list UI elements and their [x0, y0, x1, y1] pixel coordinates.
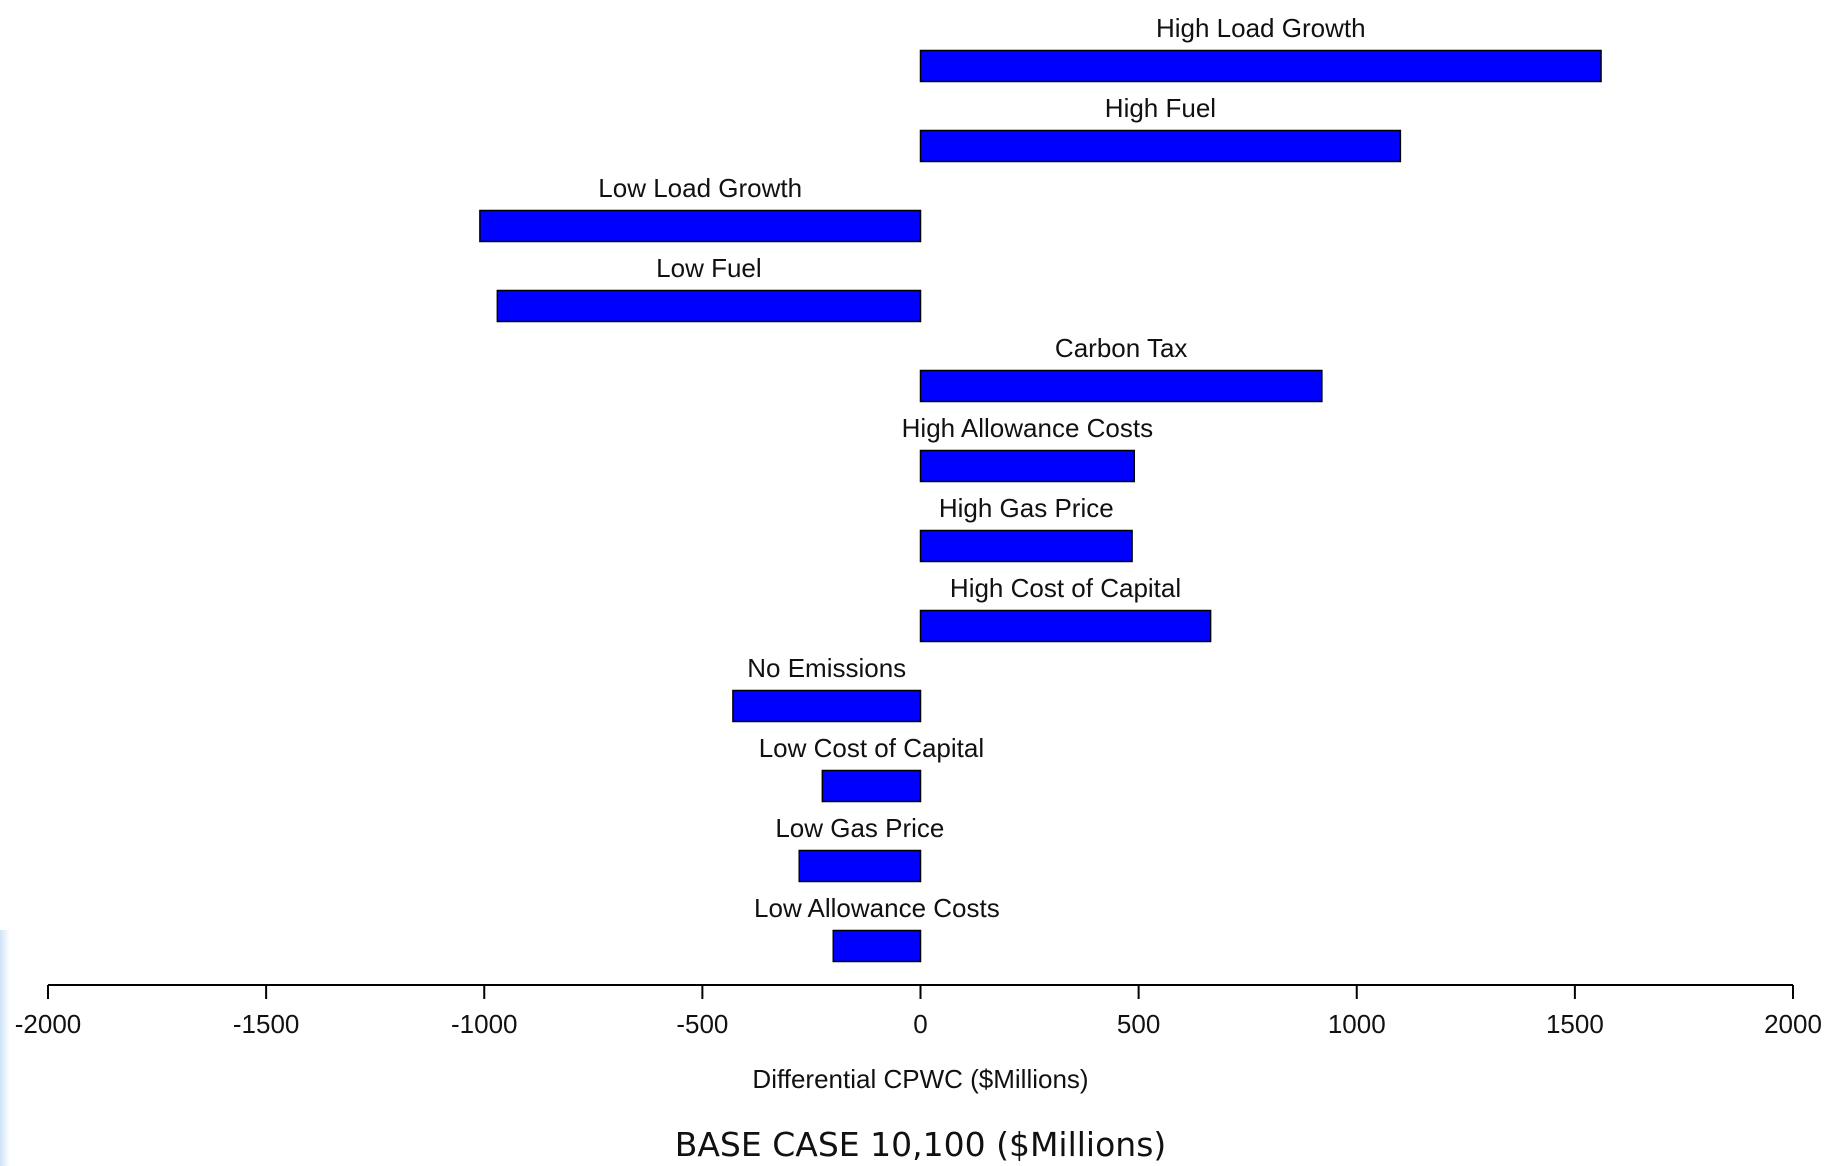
chart-caption: BASE CASE 10,100 ($Millions) — [674, 1125, 1167, 1164]
x-tick-label: 1500 — [1546, 1009, 1604, 1039]
x-tick-label: 0 — [913, 1009, 927, 1039]
bar-label-low-allowance-costs: Low Allowance Costs — [754, 893, 1000, 923]
bar-high-fuel — [919, 129, 1402, 163]
x-tick-label: 1000 — [1328, 1009, 1386, 1039]
bar-label-low-gas-price: Low Gas Price — [775, 813, 944, 843]
x-tick-label: -1500 — [233, 1009, 300, 1039]
bar-high-gas-price — [919, 529, 1133, 563]
bar-label-high-allowance-costs: High Allowance Costs — [902, 413, 1153, 443]
x-tick-label: 500 — [1117, 1009, 1160, 1039]
bar-low-cost-of-capital — [821, 769, 922, 803]
bar-label-high-fuel: High Fuel — [1105, 93, 1216, 123]
bar-low-gas-price — [798, 849, 922, 883]
x-tick-label: -1000 — [451, 1009, 518, 1039]
x-tick-label: 2000 — [1764, 1009, 1822, 1039]
bar-label-no-emissions: No Emissions — [747, 653, 906, 683]
bar-label-high-gas-price: High Gas Price — [939, 493, 1114, 523]
bar-high-allowance-costs — [919, 449, 1136, 483]
x-tick-label: -500 — [676, 1009, 728, 1039]
bar-low-allowance-costs — [832, 929, 922, 963]
x-tick-label: -2000 — [15, 1009, 82, 1039]
bar-low-fuel — [496, 289, 922, 323]
bar-label-carbon-tax: Carbon Tax — [1055, 333, 1188, 363]
bar-label-low-fuel: Low Fuel — [656, 253, 762, 283]
bar-label-low-load-growth: Low Load Growth — [598, 173, 802, 203]
tornado-chart: High Load Growth High Fuel Low Load Growth… — [15, 13, 1822, 1094]
bar-high-load-growth — [919, 49, 1602, 83]
bar-carbon-tax — [919, 369, 1323, 403]
bar-label-high-load-growth: High Load Growth — [1156, 13, 1366, 43]
x-axis-label: Differential CPWC ($Millions) — [752, 1064, 1088, 1094]
left-edge-decoration — [0, 930, 10, 1166]
bar-no-emissions — [732, 689, 922, 723]
bar-low-load-growth — [479, 209, 922, 243]
bar-high-cost-of-capital — [919, 609, 1212, 643]
bar-label-low-cost-of-capital: Low Cost of Capital — [759, 733, 984, 763]
bar-label-high-cost-of-capital: High Cost of Capital — [950, 573, 1181, 603]
